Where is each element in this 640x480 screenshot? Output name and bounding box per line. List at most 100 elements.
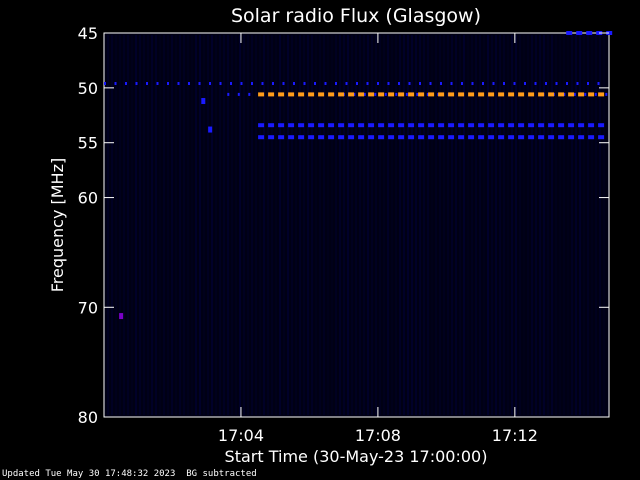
emission-line-segment [498,92,505,97]
emission-line-segment [251,82,253,85]
noise-streak [335,35,337,415]
noise-streak [463,35,465,415]
emission-line-segment [408,82,411,85]
noise-streak [363,35,365,415]
emission-line-segment [395,92,398,96]
noise-streak [351,35,353,415]
emission-line-segment [461,82,463,85]
noise-streak [403,35,405,415]
emission-line-segment [440,82,442,85]
noise-streak [147,35,149,415]
emission-line-segment [345,82,348,85]
y-tick-label: 80 [78,408,98,427]
emission-line-segment [288,92,295,97]
emission-line-segment [488,92,495,97]
emission-line-segment [398,135,405,140]
noise-streak [575,35,577,415]
emission-line-segment [566,31,573,35]
noise-streak [551,35,553,415]
emission-line-segment [584,92,587,96]
noise-streak [199,35,201,415]
emission-line-segment [563,92,566,96]
noise-streak [131,35,133,415]
noise-streak [603,35,605,415]
noise-streak [439,35,441,415]
noise-streak [135,35,137,415]
emission-line-segment [384,92,387,96]
emission-line-segment [268,135,275,140]
noise-streak [275,35,277,415]
emission-line-segment [387,82,390,85]
emission-line-segment [198,82,201,85]
emission-line-segment [524,82,526,85]
emission-line-segment [408,135,415,140]
emission-line-segment [167,82,169,85]
emission-line-segment [538,135,545,140]
emission-line-segment [558,135,565,140]
plot-area [103,32,610,418]
noise-streak [555,35,557,415]
noise-streak [151,35,153,415]
noise-streak [455,35,457,415]
emission-line-segment [308,135,315,140]
emission-line-segment [468,135,475,140]
noise-streak [219,35,221,415]
emission-line-segment [358,92,365,97]
emission-line-segment [258,135,265,140]
noise-streak [435,35,437,415]
emission-line-segment [328,92,335,97]
noise-streak [247,35,249,415]
emission-line-segment [368,92,375,97]
emission-line-segment [448,135,455,140]
emission-line-segment [573,92,576,96]
emission-line-segment [488,123,495,128]
emission-line-segment [576,82,579,85]
y-tick-label: 50 [78,79,98,98]
noise-streak [375,35,377,415]
emission-line-segment [368,123,375,128]
emission-line-segment [508,135,515,140]
emission-line-segment [338,123,345,128]
emission-line-segment [558,92,565,97]
noise-streak [423,35,425,415]
emission-line-segment [398,82,400,85]
emission-line-segment [328,123,335,128]
emission-line-segment [548,123,555,128]
noise-streak [203,35,205,415]
emission-line-segment [566,82,568,85]
emission-line-segment [298,135,305,140]
emission-line-segment [598,92,605,97]
emission-line-segment [416,92,419,96]
noise-streak [599,35,601,415]
x-axis-ticks: 17:04 17:08 17:12 [218,33,538,445]
emission-line-segment [114,82,117,85]
emission-line-segment [188,82,190,85]
emission-line-segment [146,82,148,85]
noise-streak [559,35,561,415]
noise-streak [579,35,581,415]
noise-streak [171,35,173,415]
emission-line-segment [378,135,385,140]
noise-streak [107,35,109,415]
emission-line-segment [298,92,305,97]
emission-line-segment [363,92,366,96]
noise-streak [547,35,549,415]
emission-line-segment [378,123,385,128]
emission-line-segment [368,135,375,140]
emission-lines [104,31,613,140]
emission-line-segment [258,123,265,128]
emission-line-segment [398,92,405,97]
emission-line-segment [348,135,355,140]
noise-streak [331,35,333,415]
emission-line-segment [358,123,365,128]
noise-streak [211,35,213,415]
noise-streak [319,35,321,415]
emission-line-segment [538,92,545,97]
emission-line-segment [588,92,595,97]
emission-line-segment [318,92,325,97]
emission-line-segment [568,123,575,128]
emission-line-segment [366,82,369,85]
noise-streak [115,35,117,415]
noise-streak [259,35,261,415]
emission-line-segment [555,82,558,85]
